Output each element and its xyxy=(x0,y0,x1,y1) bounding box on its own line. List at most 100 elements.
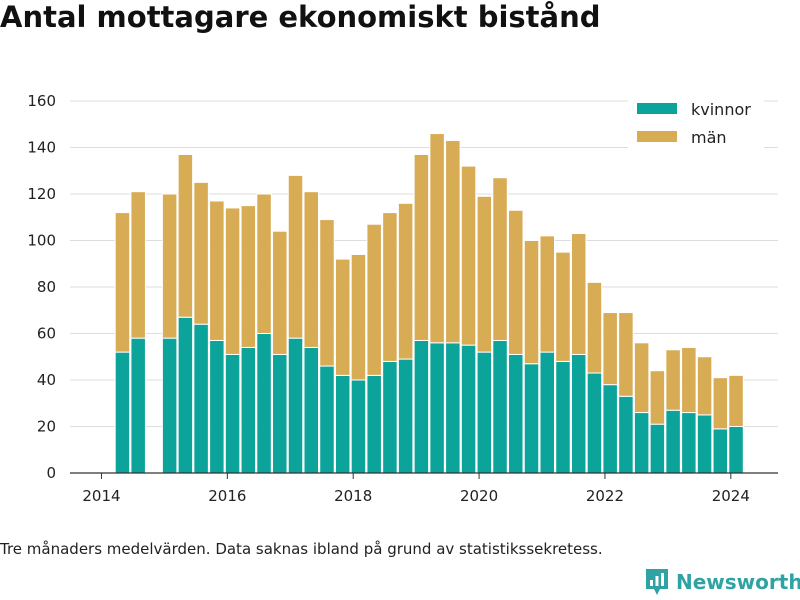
y-tick-label: 140 xyxy=(27,139,56,157)
bar-chart: 0 20 40 60 80 100 120 140 160 2014 2016 2018 2020 202… xyxy=(27,92,778,505)
x-tick-label: 2022 xyxy=(586,487,624,505)
bar-man xyxy=(492,177,508,341)
bar-kvinnor xyxy=(539,351,555,474)
bar-kvinnor xyxy=(334,374,351,474)
y-tick-label: 0 xyxy=(46,464,56,482)
x-tick-label: 2020 xyxy=(460,487,498,505)
y-tick-label: 160 xyxy=(27,92,56,110)
bar-man xyxy=(382,212,398,362)
bar-man xyxy=(618,312,634,397)
bar-man xyxy=(193,181,209,325)
bar-man xyxy=(350,253,367,381)
bar-kvinnor xyxy=(209,339,225,474)
bar-kvinnor xyxy=(476,351,493,474)
bar-kvinnor xyxy=(696,414,713,474)
bar-man xyxy=(366,223,382,376)
bar-kvinnor xyxy=(492,339,508,474)
bar-kvinnor xyxy=(193,323,209,474)
y-tick-label: 40 xyxy=(37,371,56,389)
bar-kvinnor xyxy=(523,363,540,474)
bar-kvinnor xyxy=(429,342,445,474)
bar-man xyxy=(177,153,194,318)
bar-man xyxy=(476,195,493,353)
bar-kvinnor xyxy=(287,337,304,474)
bar-man xyxy=(240,205,257,348)
bar-man xyxy=(256,193,272,334)
x-tick-label: 2018 xyxy=(334,487,372,505)
bar-man xyxy=(334,258,351,376)
bar-kvinnor xyxy=(413,339,430,474)
bar-kvinnor xyxy=(665,409,681,474)
bar-kvinnor xyxy=(130,337,146,474)
bar-kvinnor xyxy=(256,333,272,474)
y-tick-label: 60 xyxy=(37,325,56,343)
bar-kvinnor xyxy=(161,337,178,474)
bar-man xyxy=(445,140,461,344)
brand[interactable]: Newsworthy xyxy=(644,567,800,597)
bar-kvinnor xyxy=(114,351,131,474)
bar-man xyxy=(460,165,477,346)
bar-man xyxy=(539,235,555,353)
bar-man xyxy=(429,133,445,344)
bar-kvinnor xyxy=(618,395,634,474)
bar-man xyxy=(712,377,729,430)
bar-kvinnor xyxy=(350,379,367,474)
x-tick-label: 2024 xyxy=(712,487,750,505)
bar-kvinnor xyxy=(272,353,288,474)
bar-man xyxy=(508,209,524,355)
bar-man xyxy=(555,251,571,362)
bar-man xyxy=(681,346,697,414)
bar-kvinnor xyxy=(397,358,414,474)
bar-man xyxy=(602,312,618,386)
legend-label-kvinnor: kvinnor xyxy=(691,100,751,119)
bar-kvinnor xyxy=(382,360,398,474)
bar-kvinnor xyxy=(460,344,477,474)
x-tick-label: 2016 xyxy=(208,487,246,505)
y-tick-label: 120 xyxy=(27,185,56,203)
newsworthy-logo-icon xyxy=(646,569,668,595)
bar-kvinnor xyxy=(240,346,257,474)
bar-man xyxy=(161,193,178,339)
y-tick-label: 20 xyxy=(37,418,56,436)
bar-kvinnor xyxy=(366,374,382,474)
x-tick-label: 2014 xyxy=(82,487,120,505)
bar-kvinnor xyxy=(224,353,241,474)
legend-swatch-kvinnor xyxy=(637,103,677,114)
bar-man xyxy=(209,200,225,341)
legend: kvinnor män xyxy=(628,96,764,150)
bar-man xyxy=(728,374,744,428)
legend-swatch-man xyxy=(637,131,677,142)
y-tick-label: 80 xyxy=(37,278,56,296)
bar-man xyxy=(696,356,713,416)
bar-man xyxy=(523,240,540,365)
bar-man xyxy=(224,207,241,355)
bar-man xyxy=(272,230,288,355)
bar-kvinnor xyxy=(728,426,744,474)
footnote: Tre månaders medelvärden. Data saknas ib… xyxy=(0,540,603,558)
bar-kvinnor xyxy=(712,428,729,474)
bar-man xyxy=(413,153,430,341)
bar-kvinnor xyxy=(445,342,461,474)
bar-kvinnor xyxy=(649,423,666,474)
axes: 0 20 40 60 80 100 120 140 160 2014 2016 2018 2020 202… xyxy=(27,92,778,505)
bar-man xyxy=(397,202,414,360)
bar-kvinnor xyxy=(303,346,319,474)
bar-man xyxy=(633,342,650,414)
bar-kvinnor xyxy=(570,353,587,474)
bar-kvinnor xyxy=(555,360,571,474)
bar-kvinnor xyxy=(681,412,697,474)
bars xyxy=(114,133,744,474)
bar-man xyxy=(303,191,319,348)
chart-title: Antal mottagare ekonomiskt bistånd xyxy=(0,0,601,34)
brand-name: Newsworthy xyxy=(676,570,800,594)
bar-kvinnor xyxy=(177,316,194,474)
bar-man xyxy=(586,281,603,374)
bar-man xyxy=(319,219,335,367)
bar-kvinnor xyxy=(508,353,524,474)
bar-man xyxy=(649,370,666,425)
bar-man xyxy=(287,174,304,339)
bar-kvinnor xyxy=(586,372,603,474)
bar-man xyxy=(130,191,146,339)
bar-man xyxy=(570,233,587,355)
bar-man xyxy=(114,212,131,353)
